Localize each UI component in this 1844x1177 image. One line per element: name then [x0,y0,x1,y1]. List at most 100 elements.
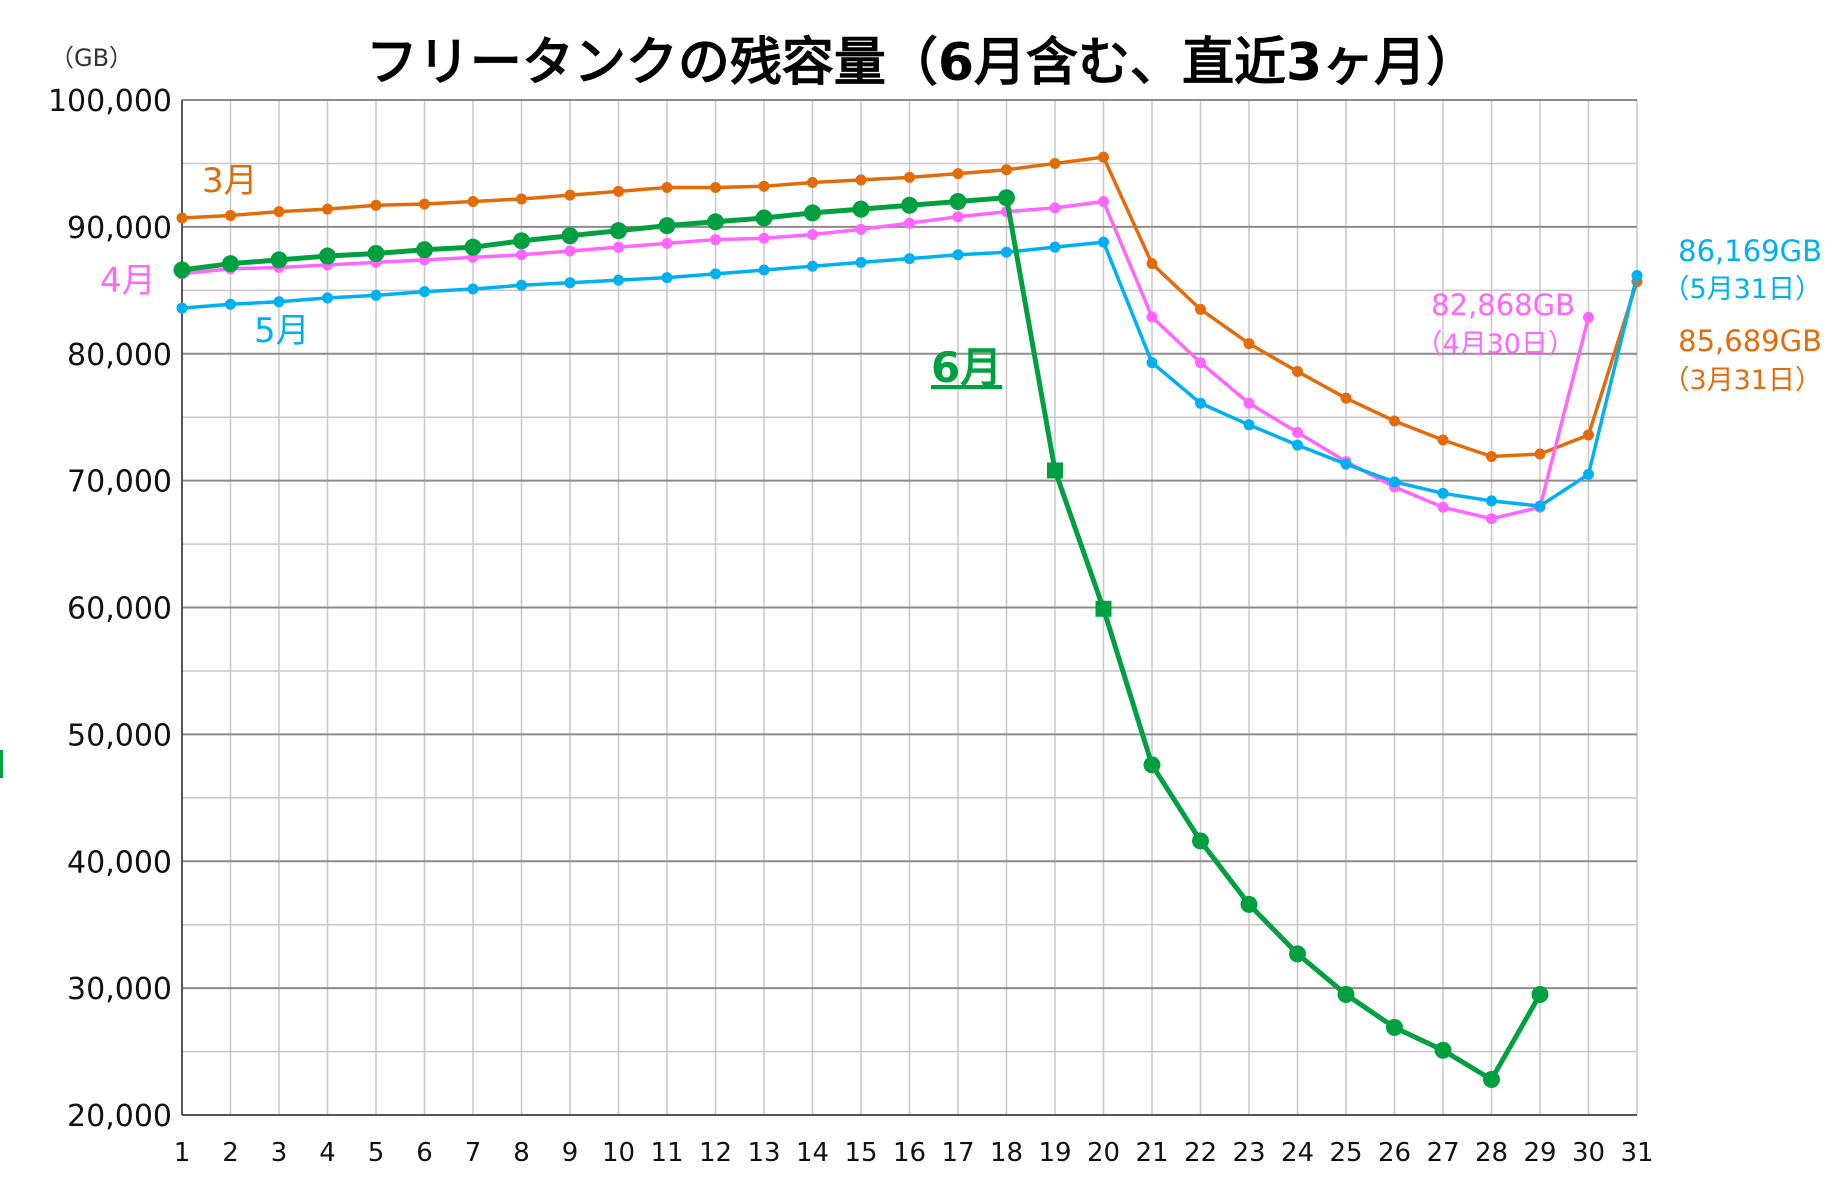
data-point [1386,1018,1403,1036]
edge-marker [0,750,3,778]
data-point [419,198,430,210]
x-tick-label: 11 [650,1138,683,1168]
x-tick-label: 29 [1523,1138,1556,1168]
series-5月 [176,236,1643,512]
data-point [1049,241,1061,253]
x-tick-label: 21 [1135,1138,1168,1168]
x-tick-label: 7 [465,1138,482,1168]
series-label-april: 4月 [100,261,156,301]
x-tick-label: 18 [990,1138,1023,1168]
x-tick-label: 17 [941,1138,974,1168]
data-point [758,232,770,244]
data-point [222,255,239,273]
x-tick-label: 27 [1426,1138,1459,1168]
data-point [904,171,915,183]
x-tick-label: 3 [271,1138,288,1168]
data-point [1095,600,1112,617]
data-point [755,209,773,227]
data-point [855,256,867,268]
x-tick-label: 16 [893,1138,926,1168]
data-point [707,213,724,231]
data-point [516,249,527,261]
april-end-value-label: 82,868GB [1431,288,1575,322]
data-point [1240,895,1258,913]
data-point [661,237,673,249]
data-point [416,241,433,259]
x-tick-label: 9 [562,1138,579,1168]
data-point [1049,157,1061,169]
x-tick-label: 12 [699,1138,732,1168]
y-axis-unit-label: （GB） [50,44,133,72]
data-point [1583,311,1594,323]
data-point [516,193,527,205]
y-tick-label: 70,000 [67,465,172,500]
data-point [1146,311,1158,323]
y-tick-label: 40,000 [67,845,172,880]
series-6月 [173,189,1549,1088]
series-layer [173,151,1643,1088]
data-point [952,168,964,180]
data-point [513,232,530,250]
data-point [1583,429,1594,441]
data-point [564,245,576,257]
data-point [322,203,333,215]
data-point [273,206,285,218]
data-point [176,212,188,224]
data-point [1001,164,1012,176]
data-point [613,241,624,253]
april-end-date-label: （4月30日） [1415,329,1575,360]
data-point [1195,303,1206,315]
data-point [176,302,188,314]
march-end-date-label: （3月31日） [1662,365,1822,396]
y-tick-label: 20,000 [67,1099,172,1134]
x-tick-label: 2 [222,1138,239,1168]
data-point [661,272,673,284]
data-point [1195,357,1206,369]
data-point [904,217,915,229]
data-point [561,227,579,245]
y-tick-label: 80,000 [67,338,172,373]
data-point [367,245,385,263]
x-tick-label: 22 [1184,1138,1217,1168]
x-tick-label: 30 [1572,1138,1605,1168]
data-point [1534,448,1546,460]
may-end-value-label: 86,169GB [1678,234,1822,268]
data-point [852,200,870,218]
data-point [758,264,770,276]
chart-title: フリータンクの残容量（6月含む、直近3ヶ月） [366,33,1478,93]
data-point [758,180,770,192]
data-point [1047,462,1063,479]
data-point [952,249,964,261]
x-tick-label: 20 [1087,1138,1120,1168]
data-point [564,189,576,201]
data-point [1389,476,1400,488]
may-end-date-label: （5月31日） [1662,274,1822,305]
x-tick-label: 8 [513,1138,530,1168]
y-tick-label: 60,000 [67,592,172,627]
data-point [1437,501,1449,513]
data-point [613,274,624,286]
data-point [516,279,527,291]
x-tick-label: 23 [1232,1138,1265,1168]
data-point [1001,246,1012,258]
data-point [658,217,676,235]
data-point [1292,439,1303,451]
data-point [273,296,285,308]
data-point [1631,269,1643,281]
data-point [1146,258,1158,270]
data-point [661,182,673,194]
data-point [225,298,236,310]
x-tick-label: 19 [1038,1138,1071,1168]
data-point [1583,468,1594,480]
data-point [1243,397,1255,409]
data-point [1486,513,1497,525]
data-point [370,289,382,301]
data-point [1192,832,1209,850]
data-point [807,176,818,188]
data-point [807,260,818,272]
data-point [613,185,624,197]
data-point [1243,338,1255,350]
x-tick-label: 31 [1620,1138,1653,1168]
data-point [1195,397,1206,409]
data-point [1143,756,1161,774]
